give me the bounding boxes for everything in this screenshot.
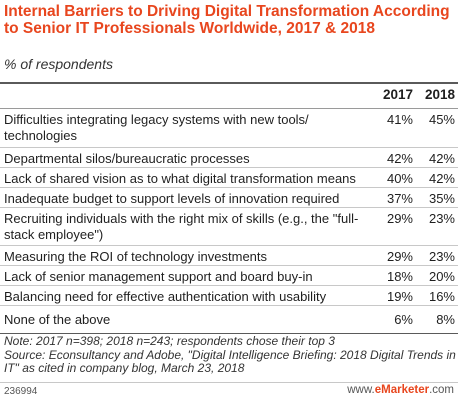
- row-label: Lack of shared vision as to what digital…: [4, 171, 356, 186]
- table-row: Lack of shared vision as to what digital…: [0, 167, 458, 188]
- value-2018: 23%: [428, 211, 455, 226]
- row-label: Departmental silos/bureaucratic processe…: [4, 151, 250, 166]
- row-label: Lack of senior management support and bo…: [4, 269, 313, 284]
- table-bottom-rule: [0, 333, 458, 334]
- row-label: Inadequate budget to support levels of i…: [4, 191, 340, 206]
- chart-id: 236994: [4, 386, 38, 397]
- value-2017: 40%: [386, 171, 413, 186]
- table-row: Lack of senior management support and bo…: [0, 265, 458, 286]
- value-2017: 19%: [386, 289, 413, 304]
- row-label: Measuring the ROI of technology investme…: [4, 249, 268, 264]
- brand-prefix: www.: [347, 384, 375, 396]
- row-label: Balancing need for effective authenticat…: [4, 289, 327, 304]
- column-header-2017: 2017: [382, 87, 413, 102]
- header-rule: [0, 82, 458, 84]
- brand-name: eMarketer: [374, 384, 430, 396]
- brand-link[interactable]: www.eMarketer.com: [347, 384, 454, 396]
- brand-suffix: .com: [429, 384, 454, 396]
- column-header-2018: 2018: [424, 87, 455, 102]
- table-row: Balancing need for effective authenticat…: [0, 285, 458, 306]
- value-2017: 37%: [386, 191, 413, 206]
- value-2017: 6%: [394, 312, 413, 327]
- row-label: Recruiting individuals with the right mi…: [4, 211, 359, 242]
- table-row: None of the above 6% 8%: [0, 305, 458, 334]
- value-2017: 41%: [386, 112, 413, 127]
- table-row: Measuring the ROI of technology investme…: [0, 245, 458, 266]
- value-2018: 8%: [436, 312, 455, 327]
- value-2017: 29%: [386, 211, 413, 226]
- value-2017: 29%: [386, 249, 413, 264]
- value-2018: 16%: [428, 289, 455, 304]
- table-row: Inadequate budget to support levels of i…: [0, 187, 458, 208]
- row-label: Difficulties integrating legacy systems …: [4, 112, 309, 143]
- value-2018: 35%: [428, 191, 455, 206]
- chart-subtitle: % of respondents: [4, 56, 113, 72]
- row-label: None of the above: [4, 312, 111, 327]
- note-text: Note: 2017 n=398; 2018 n=243; respondent…: [4, 334, 335, 348]
- source-text: Source: Econsultancy and Adobe, "Digital…: [4, 347, 456, 375]
- value-2018: 23%: [428, 249, 455, 264]
- value-2018: 42%: [428, 151, 455, 166]
- chart-title: Internal Barriers to Driving Digital Tra…: [4, 3, 450, 37]
- value-2018: 42%: [428, 171, 455, 186]
- chart-note: Note: 2017 n=398; 2018 n=243; respondent…: [4, 334, 456, 376]
- value-2018: 20%: [428, 269, 455, 284]
- table-row: Recruiting individuals with the right mi…: [0, 207, 458, 246]
- value-2017: 18%: [386, 269, 413, 284]
- value-2018: 45%: [428, 112, 455, 127]
- table-row: Departmental silos/bureaucratic processe…: [0, 147, 458, 168]
- value-2017: 42%: [386, 151, 413, 166]
- table-row: Difficulties integrating legacy systems …: [0, 108, 458, 148]
- footer-rule: [0, 382, 458, 383]
